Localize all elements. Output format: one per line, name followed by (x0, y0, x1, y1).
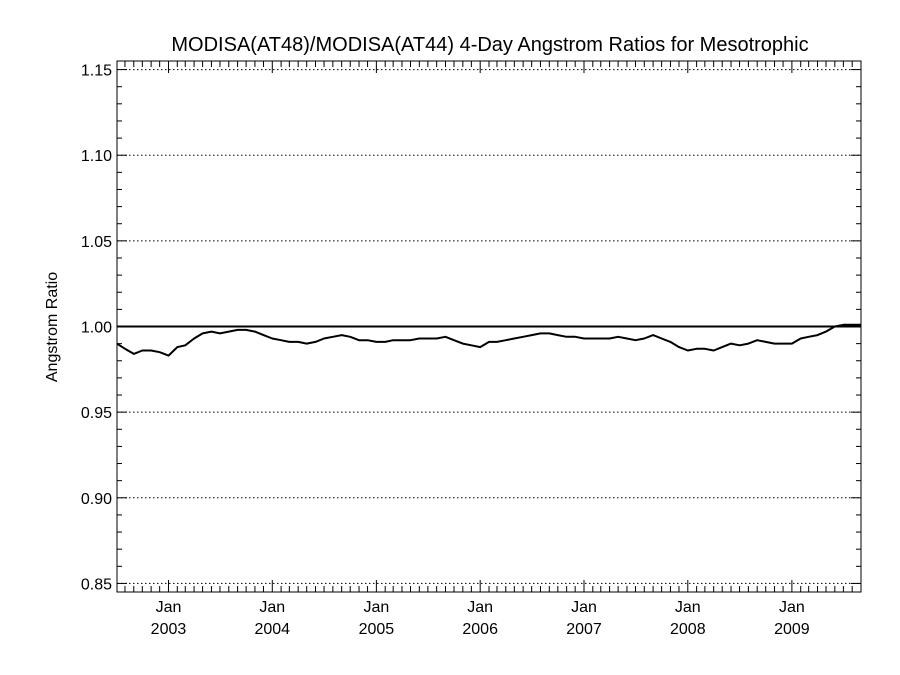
y-tick-label: 1.10 (81, 148, 112, 165)
series-group (116, 323, 861, 357)
chart-title: MODISA(AT48)/MODISA(AT44) 4-Day Angstrom… (171, 34, 808, 56)
tick-labels: 0.85 0.90 0.95 1.00 1.05 1.10 1.15 Jan 2003 Jan 20… (81, 63, 810, 638)
y-tick-label: 1.15 (81, 63, 112, 80)
y-tick-label: 0.85 (81, 576, 112, 593)
axis-ticks (117, 61, 861, 592)
x-tick-month-label: Jan (363, 599, 389, 616)
y-tick-label: 1.05 (81, 234, 112, 251)
x-tick-month-label: Jan (779, 599, 805, 616)
x-tick-month-label: Jan (156, 599, 182, 616)
plot-frame (116, 60, 862, 593)
x-tick-year-label: 2003 (151, 621, 187, 638)
grid-lines (117, 69, 861, 584)
x-tick-month-label: Jan (467, 599, 493, 616)
series-line (116, 323, 861, 357)
x-tick-month-label: Jan (675, 599, 701, 616)
x-tick-year-label: 2004 (254, 621, 290, 638)
x-tick-month-label: Jan (571, 599, 597, 616)
y-axis-label: Angstrom Ratio (44, 272, 61, 382)
y-tick-label: 1.00 (81, 320, 112, 337)
y-tick-label: 0.90 (81, 491, 112, 508)
x-tick-year-label: 2006 (462, 621, 498, 638)
x-tick-year-label: 2008 (670, 621, 706, 638)
y-tick-label: 0.95 (81, 405, 112, 422)
x-tick-year-label: 2009 (774, 621, 810, 638)
x-tick-year-label: 2007 (566, 621, 602, 638)
x-tick-month-label: Jan (259, 599, 285, 616)
x-tick-year-label: 2005 (359, 621, 395, 638)
